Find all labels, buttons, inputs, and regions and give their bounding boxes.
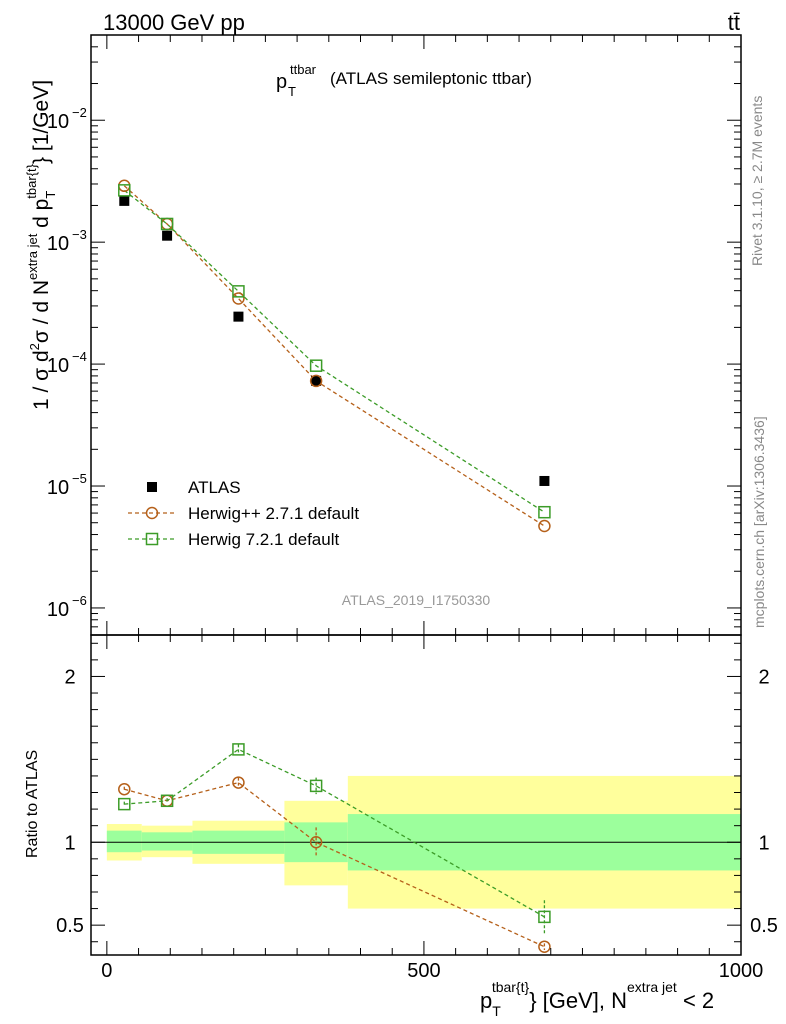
ratio-point-series-1-4 <box>538 940 551 953</box>
xlabel: pTtbar{t}} [GeV], Nextra jet < 2 <box>480 979 714 1019</box>
xlabel-part-b-sup: extra jet <box>627 979 677 995</box>
ratio-point-series-2-2 <box>232 743 245 756</box>
main-ytick-label-1: 10 <box>47 477 69 499</box>
main-ytick-label-4: 10 <box>47 111 69 133</box>
main-series-markers <box>118 179 551 533</box>
main-ytick-label-2: 10 <box>47 355 69 377</box>
main-line-series-1 <box>123 185 545 527</box>
main-point-series-1-4 <box>538 519 551 533</box>
legend-marker-0 <box>147 482 157 492</box>
main-ytick-label-3: 10 <box>47 233 69 255</box>
main-ytick-exp-2: −4 <box>72 349 87 364</box>
ratio-point-series-1-2 <box>232 776 245 789</box>
legend-marker-2 <box>145 532 159 546</box>
main-point-series-2-3 <box>309 359 323 372</box>
ratio-ytick-label-left-0: 0.5 <box>56 915 84 937</box>
legend: ATLAS Herwig++ 2.7.1 default Herwig 7.2.1 … <box>128 478 359 549</box>
xtick-label-2: 1000 <box>719 960 764 982</box>
ratio-ytick-label-left-2: 2 <box>64 666 75 688</box>
svg-text:1 / σ d2σ / d Nextra jet d pTt: 1 / σ d2σ / d Nextra jet d pTtbar{t}} [1… <box>24 80 58 410</box>
main-point-series-0-3 <box>311 375 322 386</box>
main-point-series-1-3 <box>309 374 323 388</box>
side-label-mcplots: mcplots.cern.ch [arXiv:1306.3436] <box>751 416 767 628</box>
main-line-series-2 <box>123 189 545 513</box>
plot-title: p T ttbar (ATLAS semileptonic ttbar) <box>276 62 532 99</box>
ylabel-part-a: 1 / σ d <box>30 350 53 410</box>
analysis-id: ATLAS_2019_I1750330 <box>342 592 491 608</box>
legend-label-1: Herwig++ 2.7.1 default <box>188 504 359 523</box>
main-ylabel: 1 / σ d2σ / d Nextra jet d pTtbar{t}} [1… <box>24 80 58 410</box>
ratio-ytick-label-right-0: 0.5 <box>750 915 778 937</box>
ratio-series-markers <box>118 743 551 953</box>
ratio-band-inner-1 <box>141 832 193 851</box>
legend-label-2: Herwig 7.2.1 default <box>188 530 339 549</box>
main-point-series-0-2 <box>233 311 244 322</box>
main-point-series-2-2 <box>232 285 245 298</box>
ylabel-part-a-sup: 2 <box>27 343 42 350</box>
main-ytick-exp-1: −5 <box>72 471 87 486</box>
ratio-point-series-2-0 <box>118 797 131 811</box>
plot-title-rest: (ATLAS semileptonic ttbar) <box>330 69 532 88</box>
ylabel-part-c-sub: T <box>43 191 58 199</box>
ylabel-part-c: d p <box>30 199 53 228</box>
xlabel-part-a-sup: tbar{t} <box>492 979 530 995</box>
main-point-series-0-4 <box>539 475 550 486</box>
main-point-series-2-1 <box>160 217 174 231</box>
ratio-band-inner-0 <box>106 830 142 853</box>
ratio-line-series-2 <box>124 748 545 918</box>
main-point-series-0-0 <box>119 195 130 206</box>
energy-label: 13000 GeV pp <box>103 10 245 35</box>
main-ytick-exp-3: −3 <box>72 227 87 242</box>
ylabel-part-d: } [1/GeV] <box>30 80 53 164</box>
main-series-lines <box>123 185 545 527</box>
ratio-point-series-1-3 <box>309 836 323 849</box>
xlabel-part-a: p <box>480 988 492 1013</box>
ratio-uncertainty-bands <box>91 775 741 909</box>
ratio-point-series-1-0 <box>118 782 131 796</box>
main-ytick-exp-0: −6 <box>72 593 87 608</box>
main-point-series-2-4 <box>538 505 551 519</box>
main-point-series-1-0 <box>118 179 131 193</box>
ratio-point-series-2-4 <box>538 910 551 924</box>
ylabel-part-c-sup: tbar{t} <box>24 163 39 198</box>
plot-title-sup: ttbar <box>290 62 317 77</box>
ratio-series-lines <box>124 748 545 948</box>
xtick-label-1: 500 <box>407 960 440 982</box>
xlabel-part-b: } [GeV], N <box>529 988 627 1013</box>
ratio-line-series-1 <box>124 781 545 948</box>
main-point-series-0-1 <box>162 230 173 241</box>
side-label-rivet: Rivet 3.1.10, ≥ 2.7M events <box>749 96 765 266</box>
legend-label-0: ATLAS <box>188 478 241 497</box>
ratio-ytick-label-right-1: 1 <box>758 832 769 854</box>
axes <box>90 34 742 956</box>
ylabel-part-b: σ / d N <box>30 280 53 343</box>
xtick-label-0: 0 <box>101 960 112 982</box>
xlabel-part-c: < 2 <box>677 988 714 1013</box>
ratio-ytick-label-right-2: 2 <box>758 666 769 688</box>
main-ytick-label-0: 10 <box>47 599 69 621</box>
ratio-ylabel: Ratio to ATLAS <box>24 750 41 858</box>
ylabel-part-b-sup: extra jet <box>25 233 40 280</box>
legend-marker-1 <box>145 506 159 520</box>
ratio-point-series-2-1 <box>160 794 174 808</box>
ratio-ytick-label-left-1: 1 <box>64 832 75 854</box>
tick-labels: 10−610−510−410−310 −20.5 0.51 12 20 500 1000 <box>47 105 778 982</box>
plot-title-sub: T <box>288 84 296 99</box>
xlabel-part-a-sub: T <box>492 1003 501 1019</box>
main-ytick-exp-4: −2 <box>72 105 87 120</box>
plot-title-main: p <box>276 71 287 93</box>
main-point-series-2-0 <box>118 184 131 197</box>
svg-text:pTtbar{t}} [GeV], Nextra jet <: pTtbar{t}} [GeV], Nextra jet < 2 <box>480 979 714 1019</box>
ratio-point-series-2-3 <box>309 779 323 793</box>
main-point-series-1-2 <box>232 292 245 305</box>
ratio-frame <box>90 634 742 956</box>
process-label: tt̄ <box>728 10 740 35</box>
